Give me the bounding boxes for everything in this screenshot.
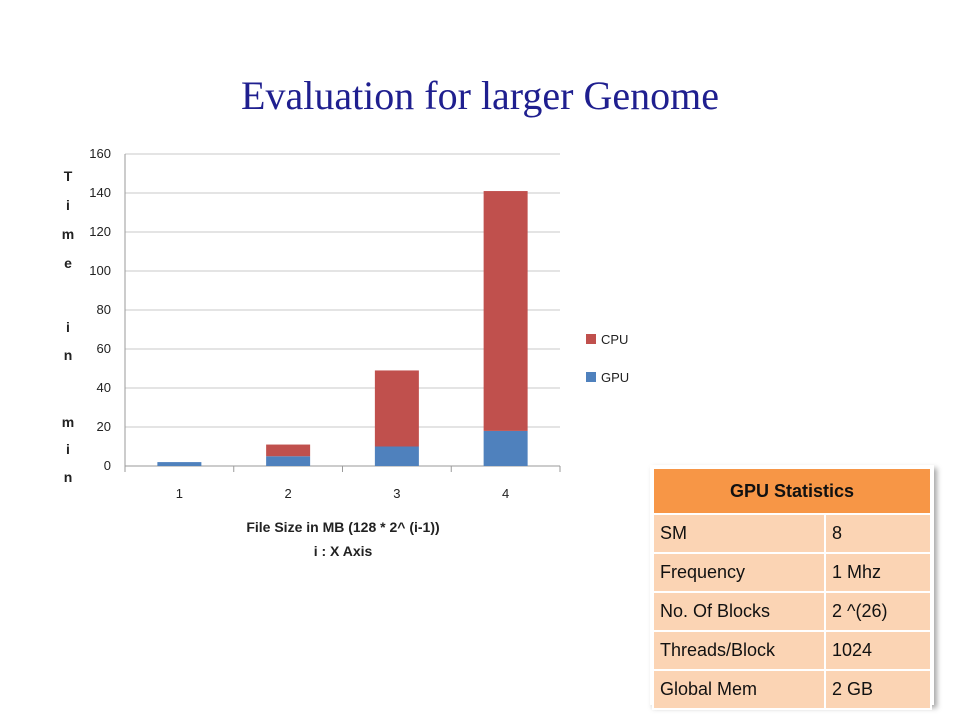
row-value: 1024 <box>824 630 932 671</box>
row-key: No. Of Blocks <box>652 591 826 632</box>
y-tick-label: 40 <box>97 380 111 395</box>
table-row: Frequency 1 Mhz <box>652 552 932 593</box>
bar-gpu <box>374 446 419 466</box>
y-axis-label-letter: n <box>64 347 73 363</box>
x-tick-label: 3 <box>393 486 400 501</box>
table-row: SM 8 <box>652 513 932 554</box>
bar-cpu <box>266 444 311 457</box>
x-tick-label: 4 <box>502 486 509 501</box>
y-tick-label: 60 <box>97 341 111 356</box>
table-row: No. Of Blocks 2 ^(26) <box>652 591 932 632</box>
y-tick-label: 140 <box>89 185 111 200</box>
y-axis-label-letter: i <box>66 319 70 335</box>
legend: CPU GPU <box>586 332 629 385</box>
legend-label-cpu: CPU <box>601 332 628 347</box>
y-tick-label: 20 <box>97 419 111 434</box>
row-key: Frequency <box>652 552 826 593</box>
bar-cpu <box>374 370 419 447</box>
bar-gpu <box>157 462 202 466</box>
y-axis-label-letter: m <box>62 414 74 430</box>
bar-gpu <box>266 456 311 466</box>
x-tick-labels: 1 2 3 4 <box>176 486 509 501</box>
y-tick-label: 0 <box>104 458 111 473</box>
x-tick-label: 1 <box>176 486 183 501</box>
row-key: SM <box>652 513 826 554</box>
row-value: 1 Mhz <box>824 552 932 593</box>
y-tick-label: 100 <box>89 263 111 278</box>
y-axis-label-letter: e <box>64 255 72 271</box>
y-axis-label-letter: T <box>64 168 73 184</box>
y-tick-label: 80 <box>97 302 111 317</box>
legend-label-gpu: GPU <box>601 370 629 385</box>
row-value: 2 ^(26) <box>824 591 932 632</box>
x-tick-label: 2 <box>285 486 292 501</box>
row-value: 2 GB <box>824 669 932 710</box>
row-key: Threads/Block <box>652 630 826 671</box>
y-axis-label-letter: i <box>66 441 70 457</box>
table-header: GPU Statistics <box>652 467 932 515</box>
bar-gpu <box>483 430 528 466</box>
slide-title: Evaluation for larger Genome <box>241 73 719 118</box>
row-key: Global Mem <box>652 669 826 710</box>
bars <box>157 191 528 466</box>
legend-swatch-cpu <box>586 334 596 344</box>
y-axis-label-letter: i <box>66 197 70 213</box>
table-row: Threads/Block 1024 <box>652 630 932 671</box>
y-tick-labels: 0 20 40 60 80 100 120 140 160 <box>89 146 111 473</box>
gpu-statistics-table: GPU Statistics SM 8 Frequency 1 Mhz No. … <box>652 467 932 710</box>
bar-cpu <box>483 191 528 431</box>
row-value: 8 <box>824 513 932 554</box>
y-tick-label: 160 <box>89 146 111 161</box>
x-axis-label: File Size in MB (128 * 2^ (i-1)) <box>246 519 439 535</box>
x-axis-sublabel: i : X Axis <box>314 543 373 559</box>
y-axis-label-letter: m <box>62 226 74 242</box>
y-axis-label-letter: n <box>64 469 73 485</box>
y-tick-label: 120 <box>89 224 111 239</box>
table-row: Global Mem 2 GB <box>652 669 932 710</box>
legend-swatch-gpu <box>586 372 596 382</box>
